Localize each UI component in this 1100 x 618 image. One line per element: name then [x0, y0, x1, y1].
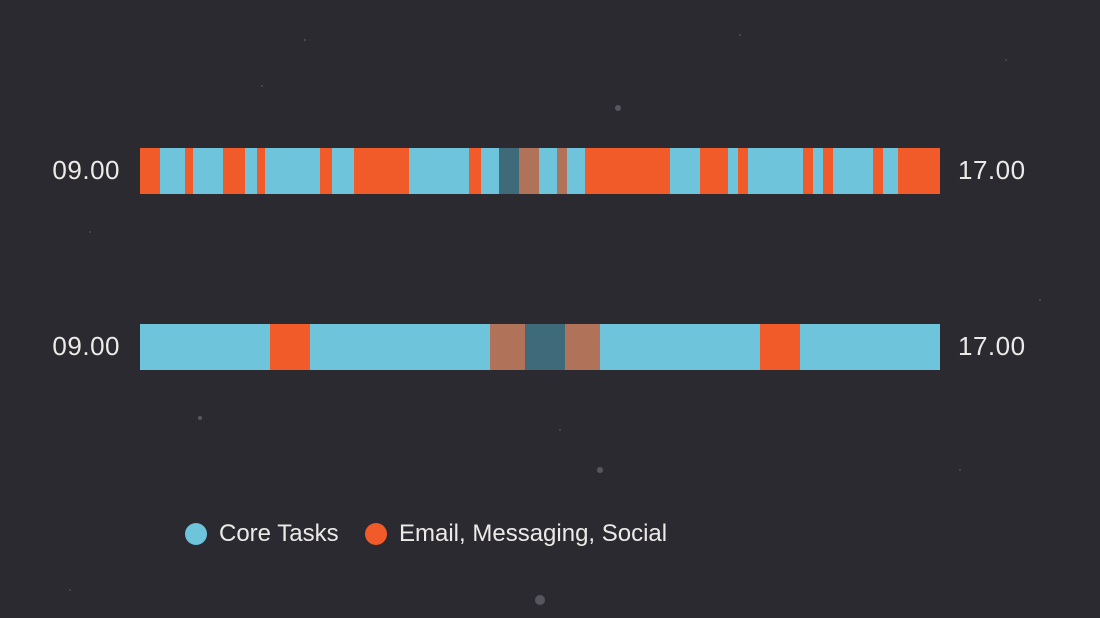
timeline-segment-core [265, 148, 320, 194]
timeline-bar [140, 324, 940, 370]
timeline-segment-lunch_dark [525, 324, 565, 370]
timeline-segment-distraction [354, 148, 409, 194]
legend-swatch [185, 523, 207, 545]
bg-speck [1039, 299, 1041, 301]
timeline-segment-core [600, 324, 760, 370]
timeline-segment-core [481, 148, 499, 194]
timeline-segment-distraction [185, 148, 193, 194]
timeline-segment-lunch_dark [499, 148, 519, 194]
bg-speck [304, 39, 306, 41]
timeline-segment-core [332, 148, 354, 194]
bg-speck [615, 105, 621, 111]
timeline-segment-core [728, 148, 738, 194]
timeline-segment-distraction [803, 148, 813, 194]
timeline-segment-lunch_mid [519, 148, 539, 194]
timeline-segment-core [409, 148, 469, 194]
bg-speck [69, 589, 71, 591]
timeline-segment-distraction [270, 324, 310, 370]
timeline-segment-core [140, 324, 270, 370]
bg-speck [739, 34, 741, 36]
bg-speck [959, 469, 961, 471]
timeline-segment-distraction [898, 148, 940, 194]
timeline-segment-distraction [257, 148, 265, 194]
bg-speck [597, 467, 603, 473]
timeline-segment-core [670, 148, 700, 194]
timeline-chart: 09.00 17.00 09.00 17.00 Core Tasks Email, Mes… [0, 0, 1100, 618]
time-start-label: 09.00 [0, 331, 120, 362]
timeline-segment-distraction [223, 148, 245, 194]
timeline-segment-core [310, 324, 490, 370]
time-start-label: 09.00 [0, 155, 120, 186]
timeline-segment-core [567, 148, 585, 194]
timeline-bar [140, 148, 940, 194]
bg-speck [559, 429, 561, 431]
timeline-segment-distraction [469, 148, 481, 194]
legend-item: Core Tasks [185, 520, 339, 548]
timeline-segment-distraction [700, 148, 728, 194]
timeline-segment-core [160, 148, 185, 194]
timeline-segment-distraction [585, 148, 670, 194]
timeline-segment-core [748, 148, 803, 194]
bg-speck [198, 416, 202, 420]
bg-speck [535, 595, 545, 605]
legend-label: Core Tasks [219, 520, 339, 548]
timeline-segment-core [539, 148, 557, 194]
timeline-segment-core [800, 324, 940, 370]
timeline-segment-core [193, 148, 223, 194]
timeline-segment-distraction [738, 148, 748, 194]
bg-speck [261, 85, 263, 87]
timeline-segment-lunch_mid [557, 148, 567, 194]
timeline-segment-core [883, 148, 898, 194]
timeline-segment-lunch_mid [565, 324, 600, 370]
time-end-label: 17.00 [958, 331, 1078, 362]
timeline-segment-core [245, 148, 257, 194]
timeline-segment-distraction [823, 148, 833, 194]
timeline-segment-lunch_mid [490, 324, 525, 370]
bg-speck [1005, 59, 1007, 61]
time-end-label: 17.00 [958, 155, 1078, 186]
legend-label: Email, Messaging, Social [399, 520, 667, 548]
timeline-segment-core [813, 148, 823, 194]
timeline-segment-distraction [320, 148, 332, 194]
timeline-segment-distraction [140, 148, 160, 194]
timeline-segment-distraction [873, 148, 883, 194]
bg-speck [89, 231, 91, 233]
legend-item: Email, Messaging, Social [365, 520, 667, 548]
timeline-segment-distraction [760, 324, 800, 370]
timeline-segment-core [833, 148, 873, 194]
legend-swatch [365, 523, 387, 545]
